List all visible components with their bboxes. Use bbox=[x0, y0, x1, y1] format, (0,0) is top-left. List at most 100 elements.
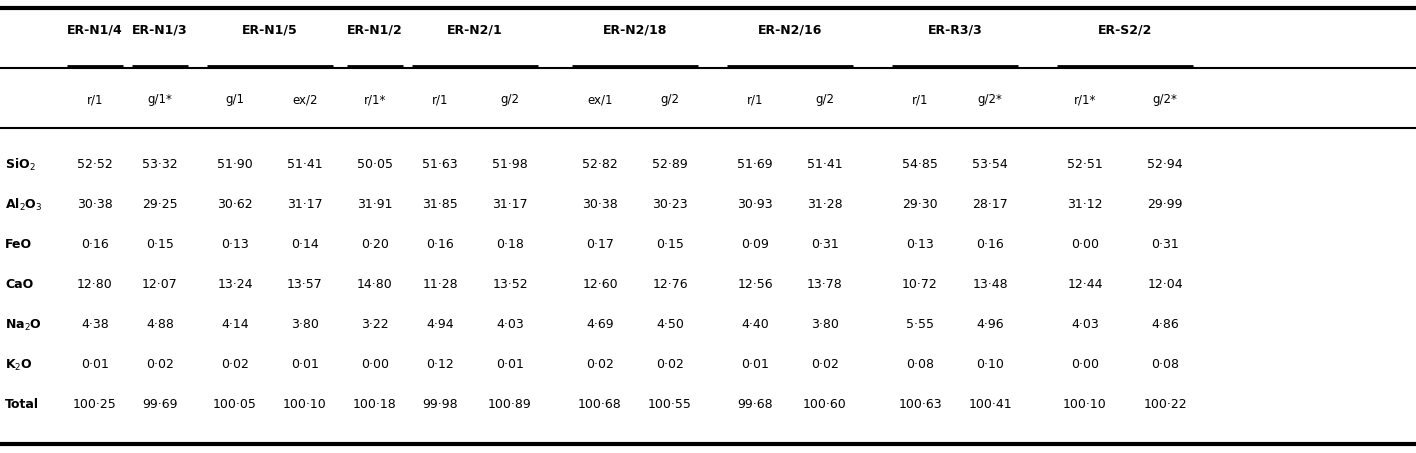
Text: 13·24: 13·24 bbox=[217, 279, 252, 291]
Text: 12·56: 12·56 bbox=[738, 279, 773, 291]
Text: 100·22: 100·22 bbox=[1143, 399, 1187, 411]
Text: 4·38: 4·38 bbox=[81, 318, 109, 332]
Text: 30·62: 30·62 bbox=[217, 198, 253, 212]
Text: 0·18: 0·18 bbox=[496, 238, 524, 251]
Text: 52·82: 52·82 bbox=[582, 159, 617, 172]
Text: 53·54: 53·54 bbox=[973, 159, 1008, 172]
Text: ER-S2/2: ER-S2/2 bbox=[1097, 24, 1153, 37]
Text: g/1: g/1 bbox=[225, 93, 245, 106]
Text: 0·00: 0·00 bbox=[1070, 358, 1099, 371]
Text: 99·68: 99·68 bbox=[738, 399, 773, 411]
Text: 31·12: 31·12 bbox=[1068, 198, 1103, 212]
Text: 14·80: 14·80 bbox=[357, 279, 392, 291]
Text: r/1: r/1 bbox=[432, 93, 449, 106]
Text: 4·03: 4·03 bbox=[1070, 318, 1099, 332]
Text: 100·68: 100·68 bbox=[578, 399, 622, 411]
Text: 0·01: 0·01 bbox=[496, 358, 524, 371]
Text: 0·13: 0·13 bbox=[906, 238, 935, 251]
Text: 30·93: 30·93 bbox=[738, 198, 773, 212]
Text: 11·28: 11·28 bbox=[422, 279, 457, 291]
Text: 10·72: 10·72 bbox=[902, 279, 937, 291]
Text: 12·80: 12·80 bbox=[76, 279, 113, 291]
Text: 28·17: 28·17 bbox=[973, 198, 1008, 212]
Text: 0·20: 0·20 bbox=[361, 238, 389, 251]
Text: 31·91: 31·91 bbox=[357, 198, 392, 212]
Text: K$_2$O: K$_2$O bbox=[6, 357, 33, 372]
Text: 53·32: 53·32 bbox=[142, 159, 178, 172]
Text: 31·28: 31·28 bbox=[807, 198, 843, 212]
Text: 29·99: 29·99 bbox=[1147, 198, 1182, 212]
Text: 0·02: 0·02 bbox=[221, 358, 249, 371]
Text: 0·02: 0·02 bbox=[586, 358, 615, 371]
Text: 100·10: 100·10 bbox=[1063, 399, 1107, 411]
Text: 52·52: 52·52 bbox=[76, 159, 113, 172]
Text: SiO$_2$: SiO$_2$ bbox=[6, 157, 35, 173]
Text: 50·05: 50·05 bbox=[357, 159, 394, 172]
Text: 12·60: 12·60 bbox=[582, 279, 617, 291]
Text: 0·01: 0·01 bbox=[741, 358, 769, 371]
Text: CaO: CaO bbox=[6, 279, 33, 291]
Text: 0·08: 0·08 bbox=[1151, 358, 1180, 371]
Text: 52·94: 52·94 bbox=[1147, 159, 1182, 172]
Text: 0·08: 0·08 bbox=[906, 358, 935, 371]
Text: 12·76: 12·76 bbox=[653, 279, 688, 291]
Text: ex/1: ex/1 bbox=[588, 93, 613, 106]
Text: ER-N1/3: ER-N1/3 bbox=[132, 24, 188, 37]
Text: 4·88: 4·88 bbox=[146, 318, 174, 332]
Text: g/1*: g/1* bbox=[147, 93, 173, 106]
Text: ER-N2/16: ER-N2/16 bbox=[758, 24, 823, 37]
Text: 0·01: 0·01 bbox=[81, 358, 109, 371]
Text: 4·96: 4·96 bbox=[976, 318, 1004, 332]
Text: 100·05: 100·05 bbox=[212, 399, 256, 411]
Text: g/2*: g/2* bbox=[977, 93, 1003, 106]
Text: 4·40: 4·40 bbox=[741, 318, 769, 332]
Text: 0·13: 0·13 bbox=[221, 238, 249, 251]
Text: 51·41: 51·41 bbox=[287, 159, 323, 172]
Text: 29·25: 29·25 bbox=[142, 198, 178, 212]
Text: r/1: r/1 bbox=[86, 93, 103, 106]
Text: ER-R3/3: ER-R3/3 bbox=[927, 24, 983, 37]
Text: 100·60: 100·60 bbox=[803, 399, 847, 411]
Text: 4·69: 4·69 bbox=[586, 318, 613, 332]
Text: 29·30: 29·30 bbox=[902, 198, 937, 212]
Text: 0·16: 0·16 bbox=[81, 238, 109, 251]
Text: 0·15: 0·15 bbox=[146, 238, 174, 251]
Text: 100·25: 100·25 bbox=[74, 399, 118, 411]
Text: 0·16: 0·16 bbox=[426, 238, 455, 251]
Text: ex/2: ex/2 bbox=[292, 93, 317, 106]
Text: 12·07: 12·07 bbox=[142, 279, 178, 291]
Text: 100·63: 100·63 bbox=[898, 399, 942, 411]
Text: ER-N2/18: ER-N2/18 bbox=[603, 24, 667, 37]
Text: 4·94: 4·94 bbox=[426, 318, 453, 332]
Text: 0·09: 0·09 bbox=[741, 238, 769, 251]
Text: 52·89: 52·89 bbox=[653, 159, 688, 172]
Text: 100·89: 100·89 bbox=[489, 399, 532, 411]
Text: 31·85: 31·85 bbox=[422, 198, 457, 212]
Text: r/1*: r/1* bbox=[364, 93, 387, 106]
Text: 100·10: 100·10 bbox=[283, 399, 327, 411]
Text: 0·17: 0·17 bbox=[586, 238, 615, 251]
Text: g/2: g/2 bbox=[660, 93, 680, 106]
Text: 0·16: 0·16 bbox=[976, 238, 1004, 251]
Text: 0·31: 0·31 bbox=[1151, 238, 1180, 251]
Text: 4·03: 4·03 bbox=[496, 318, 524, 332]
Text: 31·17: 31·17 bbox=[493, 198, 528, 212]
Text: ER-N1/4: ER-N1/4 bbox=[67, 24, 123, 37]
Text: Al$_2$O$_3$: Al$_2$O$_3$ bbox=[6, 197, 42, 213]
Text: 30·38: 30·38 bbox=[582, 198, 617, 212]
Text: 4·14: 4·14 bbox=[221, 318, 249, 332]
Text: 5·55: 5·55 bbox=[906, 318, 935, 332]
Text: 51·63: 51·63 bbox=[422, 159, 457, 172]
Text: 12·04: 12·04 bbox=[1147, 279, 1182, 291]
Text: r/1: r/1 bbox=[746, 93, 763, 106]
Text: 4·50: 4·50 bbox=[656, 318, 684, 332]
Text: 0·10: 0·10 bbox=[976, 358, 1004, 371]
Text: 0·15: 0·15 bbox=[656, 238, 684, 251]
Text: ER-N1/2: ER-N1/2 bbox=[347, 24, 404, 37]
Text: 52·51: 52·51 bbox=[1068, 159, 1103, 172]
Text: 0·01: 0·01 bbox=[292, 358, 319, 371]
Text: Na$_2$O: Na$_2$O bbox=[6, 318, 42, 333]
Text: 51·98: 51·98 bbox=[493, 159, 528, 172]
Text: FeO: FeO bbox=[6, 238, 33, 251]
Text: 13·78: 13·78 bbox=[807, 279, 843, 291]
